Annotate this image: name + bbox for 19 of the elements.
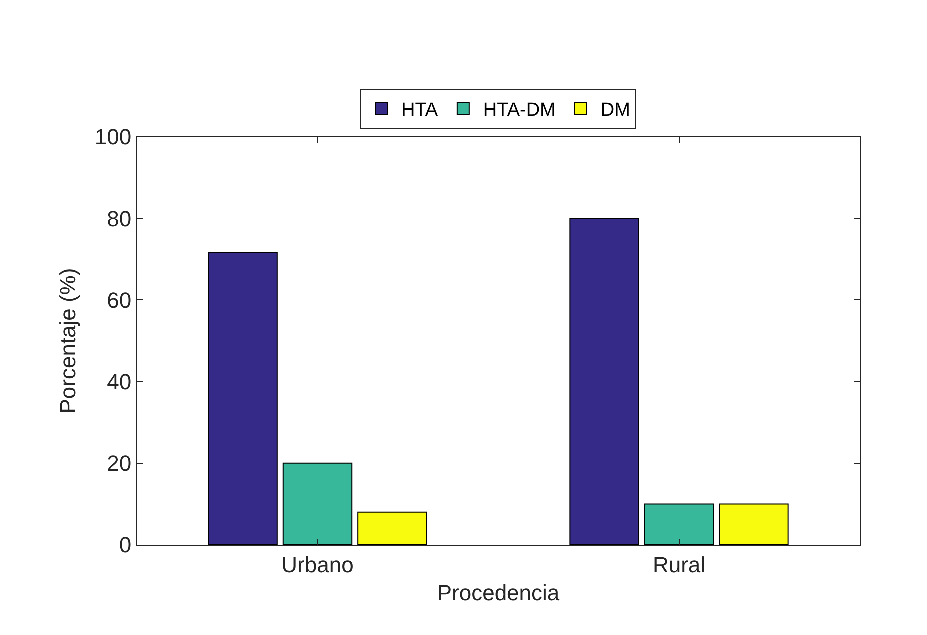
bar [282, 462, 353, 545]
x-tick-label: Urbano [282, 552, 354, 578]
bar [208, 252, 278, 545]
x-tick-label: Rural [652, 552, 706, 578]
legend-label: HTA [402, 100, 438, 122]
legend-label: DM [600, 100, 630, 122]
y-tick-label: 20 [107, 451, 132, 476]
y-tick-label: 80 [107, 206, 132, 232]
bar [570, 218, 640, 545]
y-tick-label: 100 [94, 124, 132, 150]
legend-label: HTA-DM [483, 100, 556, 122]
bar [719, 504, 789, 545]
x-axis-title: Procedencia [437, 580, 560, 606]
bar [644, 504, 714, 545]
y-tick-label: 60 [107, 288, 132, 313]
y-tick-label: 0 [119, 532, 132, 558]
bar [358, 512, 428, 545]
y-tick-label: 40 [107, 370, 132, 394]
y-axis-title: Porcentaje (%) [56, 268, 81, 414]
